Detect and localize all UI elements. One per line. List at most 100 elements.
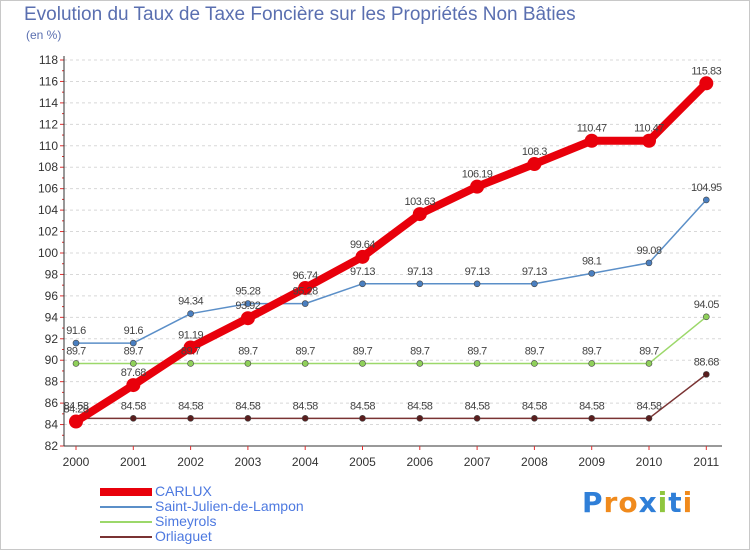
y-tick-label: 90 <box>45 353 59 367</box>
data-point-simeyrols <box>645 360 653 367</box>
data-point-orliaguet <box>416 415 424 422</box>
series-line-carlux <box>72 79 711 426</box>
data-label-saint-julien: 91.6 <box>66 325 86 337</box>
data-label-simeyrols: 89.7 <box>353 345 373 357</box>
x-tick-label: 2004 <box>292 455 319 469</box>
data-point-simeyrols <box>72 360 80 367</box>
data-point-saint-julien <box>72 339 80 347</box>
data-point-carlux <box>470 179 485 194</box>
data-point-carlux <box>527 157 542 172</box>
data-point-carlux <box>412 207 427 222</box>
data-point-orliaguet <box>588 415 596 422</box>
data-point-simeyrols <box>130 360 137 367</box>
legend-swatch-simeyrols <box>100 521 152 523</box>
data-point-carlux <box>584 133 599 148</box>
legend-label-saint-julien: Saint-Julien-de-Lampon <box>155 498 304 514</box>
data-label-saint-julien: 97.13 <box>407 266 432 278</box>
data-point-saint-julien <box>645 259 653 267</box>
x-tick-label: 2010 <box>636 455 663 469</box>
data-label-orliaguet: 84.58 <box>636 400 661 412</box>
logo-letter: i <box>682 486 694 519</box>
data-label-orliaguet: 84.58 <box>579 400 604 412</box>
x-tick-label: 2011 <box>693 455 719 469</box>
data-label-simeyrols: 89.7 <box>124 345 144 357</box>
data-point-carlux <box>240 311 255 326</box>
x-tick-label: 2007 <box>464 455 491 469</box>
data-point-simeyrols <box>531 360 538 367</box>
y-unit-label: (en %) <box>26 28 62 42</box>
data-label-saint-julien: 95.28 <box>235 286 260 298</box>
x-tick-label: 2001 <box>120 455 147 469</box>
data-point-orliaguet <box>301 415 309 422</box>
data-label-simeyrols: 89.7 <box>582 345 602 357</box>
logo-letter: r <box>603 486 619 519</box>
data-label-orliaguet: 84.58 <box>121 400 146 412</box>
data-point-orliaguet <box>531 415 538 422</box>
data-point-carlux <box>69 414 83 429</box>
y-tick-label: 86 <box>45 396 59 410</box>
data-point-simeyrols <box>187 360 194 367</box>
logo-letter: o <box>618 486 639 519</box>
y-tick-label: 104 <box>38 203 58 217</box>
data-point-saint-julien <box>130 339 137 347</box>
data-point-carlux <box>699 76 714 91</box>
data-label-simeyrols: 89.7 <box>181 345 201 357</box>
data-label-carlux: 106.19 <box>462 169 493 181</box>
series-line-simeyrols <box>75 316 708 365</box>
data-point-simeyrols <box>301 360 309 367</box>
y-tick-label: 94 <box>45 310 59 324</box>
data-label-carlux: 115.83 <box>691 65 721 77</box>
data-point-simeyrols <box>359 360 366 367</box>
y-tick-label: 82 <box>45 439 59 453</box>
data-point-saint-julien <box>531 280 538 288</box>
data-point-orliaguet <box>359 415 366 422</box>
data-label-saint-julien: 104.95 <box>691 182 722 194</box>
data-label-saint-julien: 91.6 <box>124 325 144 337</box>
data-point-orliaguet <box>187 415 194 422</box>
data-point-orliaguet <box>130 415 137 422</box>
legend-swatch-orliaguet <box>100 536 152 538</box>
data-label-orliaguet: 84.58 <box>63 400 88 412</box>
data-point-saint-julien <box>588 270 596 277</box>
data-label-carlux: 108.3 <box>522 146 547 158</box>
data-label-orliaguet: 88.68 <box>694 356 719 368</box>
data-label-simeyrols: 94.05 <box>694 299 719 311</box>
data-label-orliaguet: 84.58 <box>407 400 432 412</box>
data-label-carlux: 87.68 <box>121 367 146 379</box>
x-tick-label: 2005 <box>349 455 376 469</box>
data-point-simeyrols <box>702 313 710 321</box>
data-point-saint-julien <box>416 280 424 288</box>
y-tick-label: 108 <box>38 160 58 174</box>
x-tick-label: 2008 <box>521 455 548 469</box>
legend-swatch-saint-julien <box>100 506 152 508</box>
legend-label-carlux: CARLUX <box>155 483 212 499</box>
data-point-simeyrols <box>473 360 481 367</box>
proxiti-logo: Proxiti <box>582 486 693 519</box>
y-tick-label: 114 <box>39 96 58 110</box>
legend-label-orliaguet: Orliaguet <box>155 528 212 544</box>
y-tick-label: 92 <box>45 332 59 346</box>
grid-lines <box>64 59 722 426</box>
y-tick-label: 110 <box>39 139 58 153</box>
y-tick-label: 112 <box>39 117 58 131</box>
data-label-simeyrols: 89.7 <box>238 345 258 357</box>
data-label-saint-julien: 98.1 <box>582 255 602 267</box>
data-label-simeyrols: 89.7 <box>295 345 315 357</box>
data-point-saint-julien <box>702 196 710 204</box>
data-point-saint-julien <box>187 310 194 317</box>
data-point-carlux <box>126 378 141 393</box>
y-tick-label: 98 <box>45 267 59 281</box>
data-label-orliaguet: 84.58 <box>465 400 490 412</box>
data-label-saint-julien: 94.34 <box>178 296 203 308</box>
data-point-orliaguet <box>473 415 481 422</box>
data-point-saint-julien <box>301 300 309 307</box>
y-tick-label: 84 <box>45 418 59 432</box>
data-label-simeyrols: 89.7 <box>467 345 487 357</box>
series-layer <box>69 76 714 429</box>
data-label-simeyrols: 89.7 <box>639 345 659 357</box>
data-label-carlux: 96.74 <box>293 270 318 282</box>
x-tick-label: 2002 <box>177 455 204 469</box>
data-point-orliaguet <box>645 415 653 422</box>
